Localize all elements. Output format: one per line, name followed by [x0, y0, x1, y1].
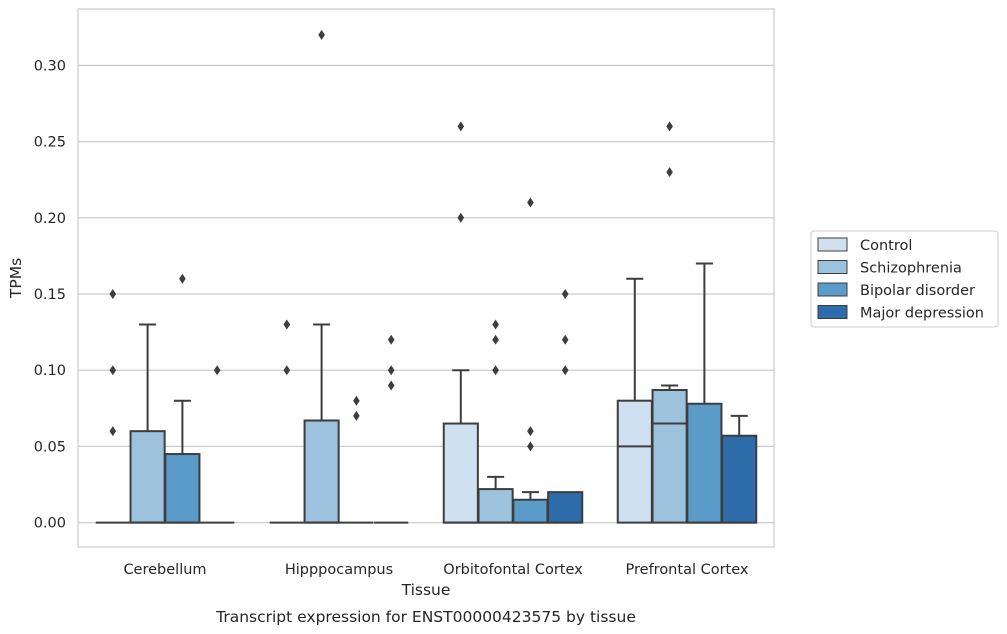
legend-label: Bipolar disorder [860, 283, 975, 299]
y-tick-label: 0.20 [34, 211, 66, 227]
y-tick-label: 0.15 [34, 287, 66, 303]
outlier-point [527, 197, 534, 208]
outlier-point [457, 212, 465, 223]
outlier-point [213, 365, 221, 376]
box [686, 402, 723, 524]
outlier-point [283, 365, 291, 376]
box-group [477, 319, 514, 524]
box-group [339, 395, 374, 524]
y-tick-labels: 0.00 0.05 0.10 0.15 0.20 0.25 0.30 [34, 58, 66, 531]
box-series-group [95, 29, 758, 524]
box [477, 488, 514, 524]
outlier-point [527, 441, 534, 452]
outlier-point [318, 29, 325, 40]
legend-frame [810, 230, 999, 328]
outlier-point [109, 365, 117, 376]
outlier-point [561, 365, 569, 376]
outlier-point [666, 167, 673, 178]
box-group [269, 319, 304, 524]
box [442, 422, 479, 524]
x-tick-label: Orbitofontal Cortex [443, 562, 583, 578]
y-tick-label: 0.05 [34, 439, 66, 455]
legend-swatch [817, 282, 848, 297]
y-axis-title: TPMs [7, 258, 25, 299]
legend-label: Schizophrenia [860, 261, 962, 277]
outlier-point [283, 319, 291, 330]
box-group [374, 334, 409, 524]
outlier-point [353, 395, 360, 406]
box [721, 434, 758, 524]
box-group [95, 289, 130, 524]
outlier-point [179, 273, 186, 284]
box-group [512, 197, 549, 524]
box [164, 453, 201, 524]
outlier-point [492, 365, 499, 376]
outlier-point [387, 380, 395, 391]
outlier-point [527, 426, 534, 437]
plot-frame [77, 8, 775, 548]
legend-label: Control [860, 238, 912, 254]
box-group [651, 121, 688, 524]
outlier-point [492, 319, 499, 330]
outlier-point [492, 334, 499, 345]
box-group [200, 365, 235, 524]
box [303, 419, 340, 524]
outlier-point [666, 121, 673, 132]
y-tick-label: 0.10 [34, 363, 66, 379]
legend-swatch [817, 260, 848, 274]
box-group [721, 414, 758, 524]
legend: Control Schizophrenia Bipolar disorder Majo… [810, 230, 999, 328]
outlier-point [561, 289, 569, 300]
box [512, 498, 549, 524]
outlier-point [457, 121, 465, 132]
box-group [303, 29, 340, 524]
box-group [616, 277, 653, 524]
outlier-point [109, 289, 117, 300]
outlier-point [561, 334, 569, 345]
x-tick-labels: Cerebellum Hipppocampus Orbitofontal Corte… [123, 562, 748, 578]
x-tick-label: Prefrontal Cortex [626, 562, 749, 578]
outlier-point [387, 334, 395, 345]
legend-swatch [817, 237, 848, 252]
box-group [442, 121, 479, 524]
box [651, 389, 688, 524]
x-tick-label: Hipppocampus [285, 562, 393, 578]
y-tick-label: 0.25 [34, 135, 66, 151]
legend-label: Major depression [860, 306, 984, 322]
y-tick-label: 0.30 [34, 58, 66, 74]
outlier-point [109, 426, 117, 437]
box-group [164, 273, 201, 524]
box [547, 491, 584, 524]
legend-swatch [817, 305, 848, 319]
box [129, 430, 166, 524]
box-group [686, 262, 723, 524]
chart-caption: Transcript expression for ENST0000042357… [215, 608, 636, 626]
outlier-point [387, 365, 395, 376]
outlier-point [353, 410, 360, 421]
box [616, 399, 653, 524]
x-axis-title: Tissue [401, 581, 451, 599]
x-tick-label: Cerebellum [123, 562, 206, 578]
box-group [547, 289, 584, 524]
y-tick-label: 0.00 [34, 516, 66, 532]
